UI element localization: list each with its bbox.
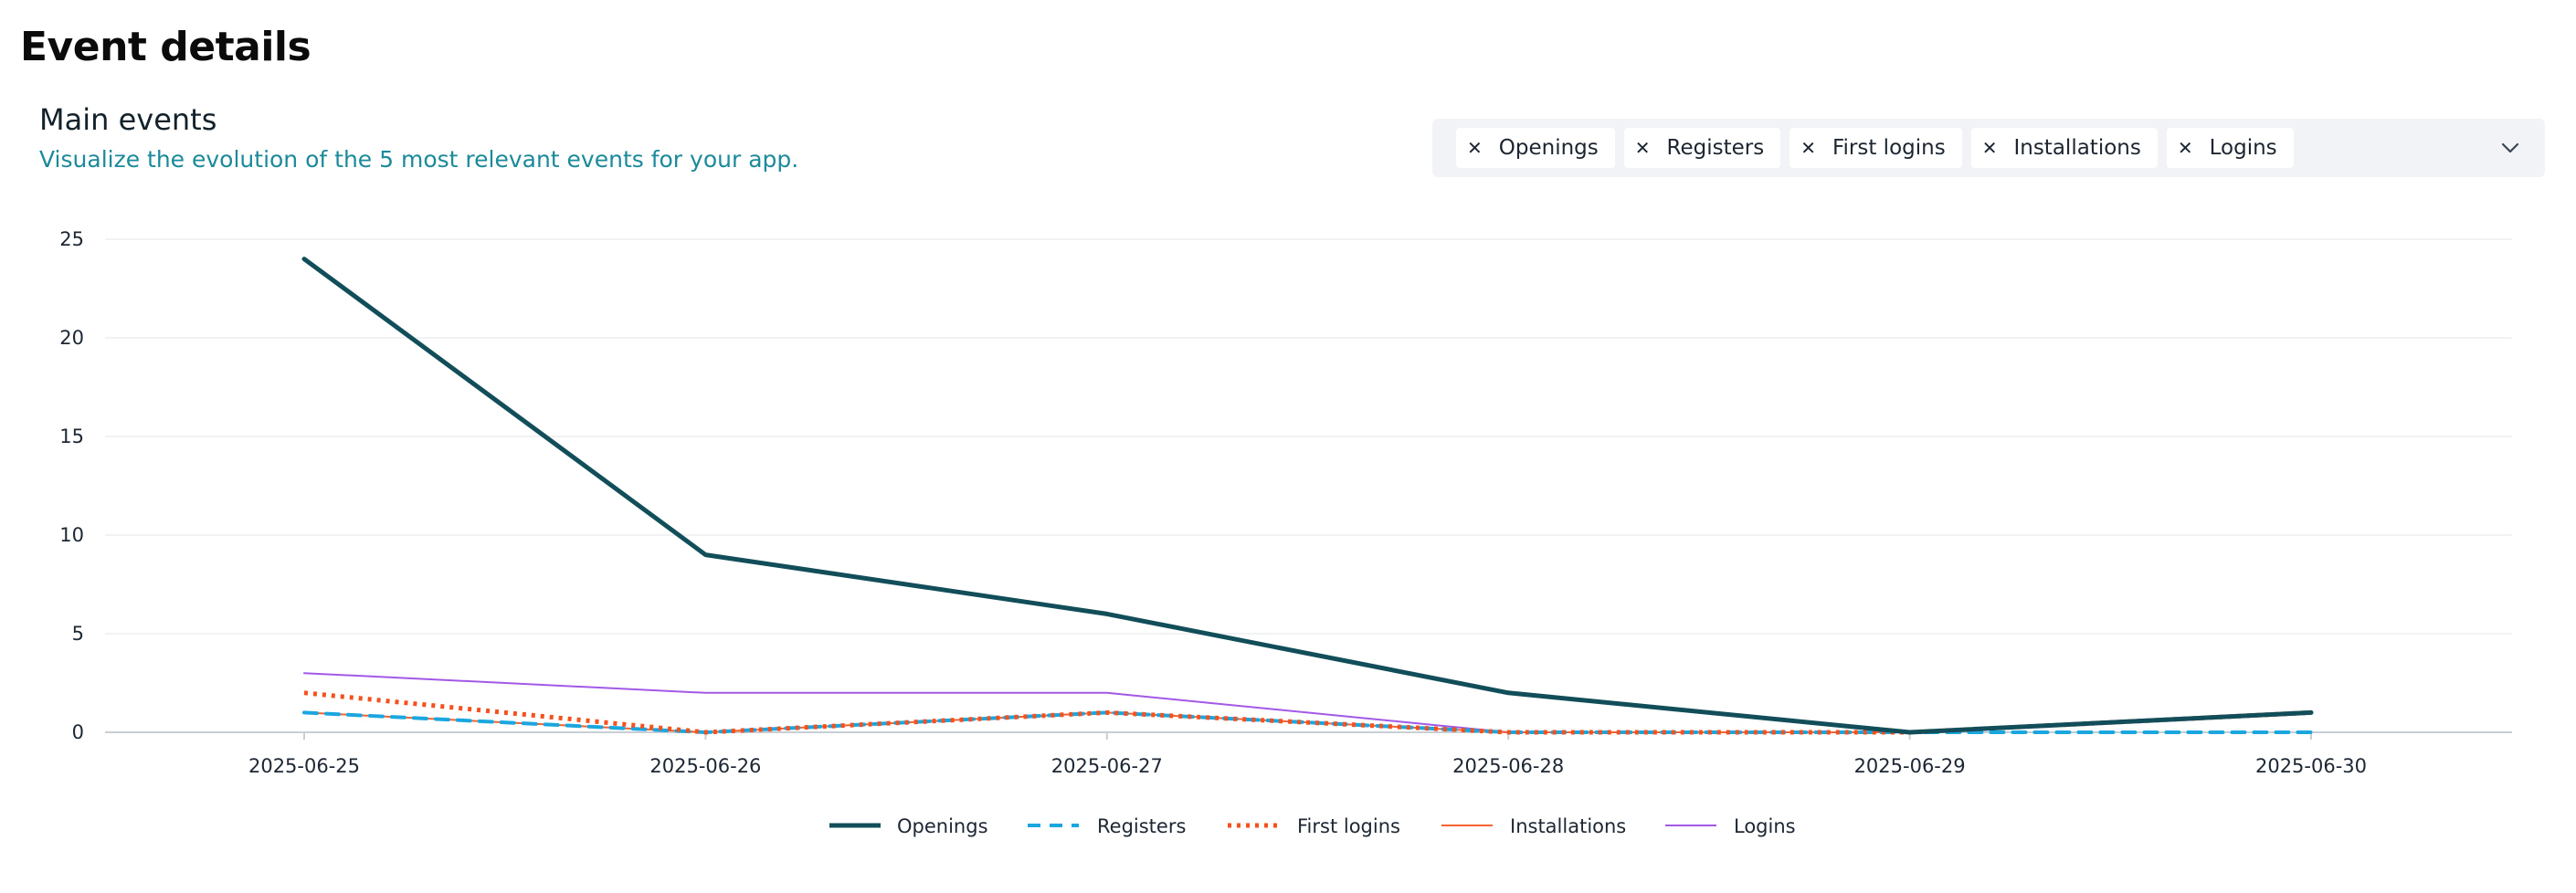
x-tick-label: 2025-06-25: [248, 755, 360, 777]
legend-item-openings[interactable]: Openings: [829, 815, 988, 837]
x-tick-label: 2025-06-28: [1452, 755, 1564, 777]
close-icon[interactable]: ✕: [1634, 137, 1651, 159]
event-filter-select[interactable]: ✕ Openings ✕ Registers ✕ First logins ✕ …: [1432, 119, 2545, 177]
x-tick-label: 2025-06-30: [2255, 755, 2367, 777]
series-line-first-logins: [303, 690, 2312, 735]
section-title: Main events: [39, 102, 217, 137]
y-tick-label: 25: [59, 228, 84, 250]
legend-item-installations[interactable]: Installations: [1441, 815, 1626, 837]
filter-chip-first-logins: ✕ First logins: [1789, 128, 1962, 168]
y-tick-label: 15: [59, 425, 84, 447]
close-icon[interactable]: ✕: [2177, 137, 2193, 159]
legend-label: First logins: [1297, 815, 1400, 837]
legend-item-logins[interactable]: Logins: [1665, 815, 1796, 837]
series-line-openings: [301, 257, 2314, 735]
filter-chip-registers: ✕ Registers: [1623, 128, 1781, 168]
y-tick-label: 0: [72, 721, 84, 743]
close-icon[interactable]: ✕: [1981, 137, 1998, 159]
legend-label: Logins: [1734, 815, 1796, 837]
filter-chip-installations: ✕ Installations: [1970, 128, 2158, 168]
filter-chip-label: Registers: [1666, 136, 1765, 160]
filter-chip-label: First logins: [1832, 136, 1946, 160]
x-tick-label: 2025-06-27: [1051, 755, 1163, 777]
chart-series: [301, 257, 2314, 735]
filter-chip-label: Openings: [1498, 136, 1599, 160]
y-tick-label: 10: [59, 524, 84, 546]
y-tick-label: 20: [59, 327, 84, 349]
x-tick-label: 2025-06-29: [1854, 755, 1966, 777]
series-line-registers: [302, 710, 2313, 734]
legend-label: Registers: [1097, 815, 1186, 837]
chart-legend[interactable]: Openings Registers First logins Installatio…: [829, 815, 1796, 837]
x-tick-label: 2025-06-26: [649, 755, 761, 777]
legend-item-first-logins[interactable]: First logins: [1228, 815, 1400, 837]
close-icon[interactable]: ✕: [1800, 137, 1816, 159]
filter-chip-label: Logins: [2209, 136, 2277, 160]
page-title: Event details: [20, 24, 311, 70]
legend-item-registers[interactable]: Registers: [1028, 815, 1186, 837]
chart-axes: 0 5 10 15 20 25 2025-06-25 2025-06-26 2025-06-27…: [59, 228, 2367, 777]
legend-label: Installations: [1510, 815, 1626, 837]
filter-chip-label: Installations: [2013, 136, 2141, 160]
chevron-down-icon[interactable]: [2497, 135, 2523, 161]
filter-chip-openings: ✕ Openings: [1456, 128, 1615, 168]
chart-grid: [105, 238, 2512, 733]
close-icon[interactable]: ✕: [1467, 137, 1483, 159]
filter-chip-logins: ✕ Logins: [2166, 128, 2294, 168]
legend-label: Openings: [897, 815, 988, 837]
section-subtitle: Visualize the evolution of the 5 most re…: [39, 146, 799, 173]
y-tick-label: 5: [72, 623, 84, 645]
